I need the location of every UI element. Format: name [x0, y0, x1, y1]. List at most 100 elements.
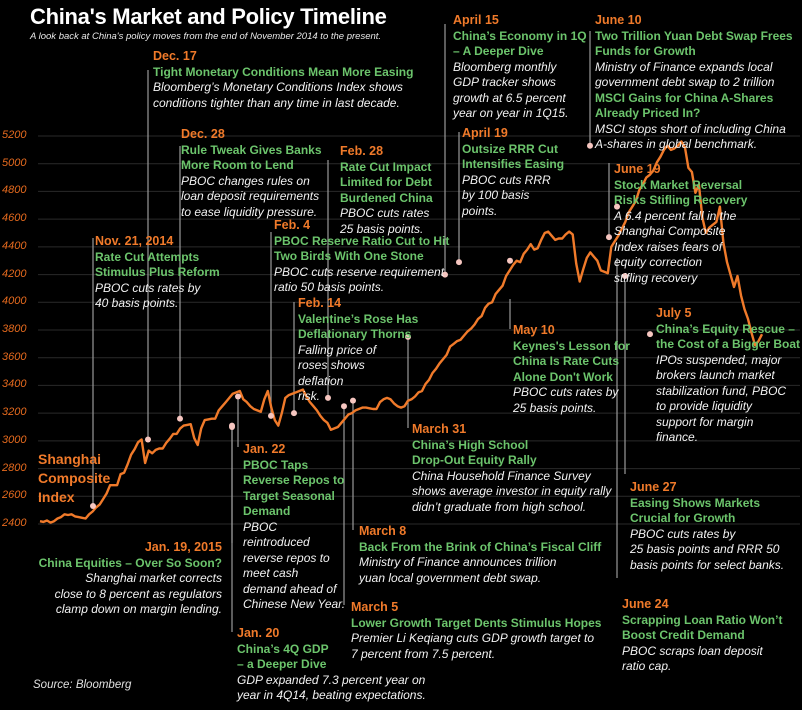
event-marker-apr19[interactable]: [456, 259, 462, 266]
annotation-body: A-shares in global benchmark.: [595, 137, 758, 151]
event-marker-nov21[interactable]: [90, 502, 96, 509]
y-tick-label: 5200: [2, 129, 27, 141]
annotation-body: by 100 basis: [462, 188, 530, 202]
series-label-line: Composite: [38, 470, 111, 486]
annotation-headline: Funds for Growth: [595, 44, 696, 58]
annotation-body: reverse repos to: [243, 550, 330, 565]
annotation-headline: Stock Market Reversal: [614, 177, 743, 192]
annotation-date: Dec. 28: [181, 127, 225, 141]
annotation-body: 25 basis points.: [340, 221, 424, 236]
annotation-headline: China’s 4Q GDP: [237, 641, 329, 656]
annotation-jun19: June 19 Stock Market Reversal Risks Stifli…: [614, 162, 747, 286]
annotation-feb28: Feb. 28 Rate Cut Impact Limited for Debt Bu…: [340, 144, 433, 237]
annotation-headline: Outsize RRR Cut: [462, 141, 558, 156]
annotation-body: PBOC: [243, 519, 278, 534]
annotation-date: April 15: [453, 13, 499, 27]
annotation-date: Jan. 19, 2015: [144, 540, 222, 554]
y-tick-label: 3200: [2, 406, 27, 419]
annotation-headline: China’s High School: [412, 437, 529, 452]
annotation-date: June 27: [630, 480, 677, 494]
event-marker-jun10[interactable]: [587, 142, 593, 149]
annotation-nov21: Nov. 21, 2014 Rate Cut Attempts Stimulus P…: [95, 234, 220, 312]
y-tick-label: 2600: [2, 489, 27, 502]
annotation-headline: China Equities – Over So Soon?: [38, 555, 222, 570]
event-marker-jun27[interactable]: [622, 272, 628, 279]
y-tick-label: 5000: [2, 156, 27, 169]
y-tick-label: 4400: [2, 239, 27, 252]
annotation-headline: Reverse Repos to: [243, 473, 345, 487]
annotation-headline: More Room to Lend: [181, 158, 294, 172]
annotation-headline: Two Birds With One Stone: [274, 249, 424, 263]
series-label: Shanghai Composite Index: [38, 450, 110, 507]
annotation-body: clamp down on margin lending.: [55, 602, 222, 616]
annotation-headline: Tight Monetary Conditions Mean More Easi…: [153, 64, 414, 79]
annotation-body: brokers launch market: [656, 368, 775, 382]
annotation-headline: Alone Don't Work: [513, 369, 613, 384]
event-marker-apr15[interactable]: [442, 271, 448, 278]
annotation-headline: Stimulus Plus Reform: [95, 265, 220, 279]
annotation-headline: Rule Tweak Gives Banks: [181, 142, 322, 157]
y-tick-label: 4600: [2, 212, 27, 225]
annotation-body: MSCI stops short of including China: [595, 121, 786, 136]
annotation-headline: China’s Economy in 1Q: [453, 28, 587, 43]
annotation-date: Feb. 28: [340, 144, 384, 158]
event-marker-jun19[interactable]: [606, 234, 612, 241]
event-marker-mar8[interactable]: [350, 397, 356, 404]
event-marker-mar31[interactable]: [405, 333, 411, 340]
annotation-body: Index raises fears of: [614, 239, 723, 254]
annotation-body: close to 8 percent as regulators: [54, 586, 222, 601]
annotation-headline: China Is Rate Cuts: [513, 354, 620, 368]
annotation-body: demand ahead of: [243, 581, 337, 596]
event-marker-jan20[interactable]: [229, 424, 235, 430]
annotation-body: yuan local government debt swap.: [359, 570, 542, 585]
annotation-body: Chinese New Year.: [243, 597, 346, 611]
event-marker-feb4[interactable]: [268, 412, 274, 419]
event-marker-dec28[interactable]: [177, 415, 183, 422]
event-marker-mar5[interactable]: [341, 403, 347, 410]
annotation-body: shows average investor in equity rally: [412, 484, 612, 498]
event-marker-feb28[interactable]: [325, 394, 331, 401]
annotation-body: Shanghai Composite: [614, 224, 726, 238]
annotation-body: Falling price of: [298, 342, 377, 357]
annotation-jan19: Jan. 19, 2015 China Equities – Over So So…: [39, 540, 222, 618]
annotation-date: Nov. 21, 2014: [95, 234, 174, 248]
y-tick-label: 3000: [2, 433, 27, 446]
annotation-date: May 10: [513, 323, 555, 337]
event-marker-jun24[interactable]: [614, 203, 620, 210]
annotation-body: IPOs suspended, major: [656, 352, 782, 367]
annotation-apr15: April 15 China’s Economy in 1Q – A Deeper …: [453, 13, 587, 122]
chart-title: China's Market and Policy Timeline: [30, 4, 387, 29]
event-marker-feb14[interactable]: [291, 410, 297, 417]
annotation-body: GDP expanded 7.3 percent year on: [237, 672, 426, 687]
annotation-feb14: Feb. 14 Valentine’s Rose Has Deflationary …: [298, 296, 418, 405]
annotation-body: loan deposit requirements: [181, 189, 320, 203]
annotation-headline: MSCI Gains for China A-Shares: [595, 90, 774, 105]
event-marker-dec17[interactable]: [145, 436, 151, 443]
annotation-body: PBOC cuts RRR: [462, 172, 551, 187]
chart-subtitle: A look back at China's policy moves from…: [30, 31, 382, 42]
annotation-headline: Deflationary Thorns: [298, 327, 412, 341]
y-tick-label: 3800: [2, 323, 27, 335]
annotation-jun27: June 27 Easing Shows Markets Crucial for G…: [630, 480, 784, 573]
annotation-date: June 10: [595, 13, 642, 27]
annotation-headline: Rate Cut Impact: [340, 159, 432, 174]
annotation-date: April 19: [462, 126, 508, 140]
event-marker-may10[interactable]: [507, 257, 513, 264]
annotation-body: Ministry of Finance announces trillion: [359, 555, 557, 569]
annotation-headline: – A Deeper Dive: [453, 44, 544, 58]
annotation-body: year on year in 1Q15.: [453, 106, 569, 120]
annotation-may10: May 10 Keynes's Lesson for China Is Rate C…: [513, 323, 630, 416]
event-marker-jan22[interactable]: [235, 393, 241, 400]
annotation-headline: Valentine’s Rose Has: [298, 311, 419, 326]
event-marker-jul5[interactable]: [647, 331, 653, 338]
y-tick-label: 3400: [2, 378, 27, 391]
series-line-shanghai-composite: [39, 140, 764, 524]
y-tick-label: 4000: [2, 295, 27, 308]
annotation-date: June 24: [622, 597, 669, 611]
annotation-body: Ministry of Finance expands local: [595, 59, 773, 74]
annotation-headline: Risks Stifling Recovery: [614, 193, 748, 207]
annotation-headline: Rate Cut Attempts: [95, 249, 200, 264]
annotation-date: March 8: [359, 524, 407, 538]
annotation-headline: PBOC Taps: [243, 457, 309, 472]
annotation-body: China Household Finance Survey: [412, 468, 591, 483]
